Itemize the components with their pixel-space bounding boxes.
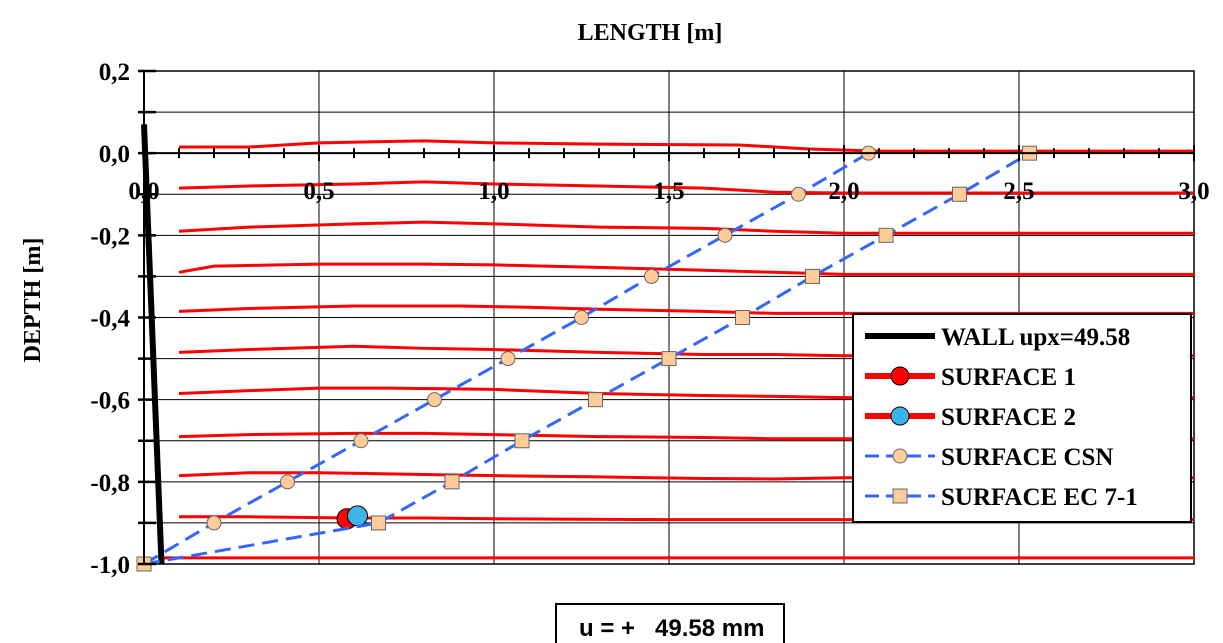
y-tick-label: -0,8 <box>90 470 130 497</box>
y-tick-label: -1,0 <box>90 552 130 579</box>
surface-layer-line <box>178 220 1194 235</box>
surface-layer-line <box>178 180 1194 195</box>
csn-marker <box>206 515 222 531</box>
wall-line <box>141 124 165 565</box>
surface-layer-line <box>178 304 1194 315</box>
y-tick-label: -0,4 <box>90 306 130 333</box>
surface-layer-line <box>178 344 1194 358</box>
ec7-marker <box>952 186 967 202</box>
x-tick-label: 2,5 <box>1003 178 1034 205</box>
ec7-marker <box>588 392 603 408</box>
y-tick-label: 0,0 <box>99 141 130 168</box>
x-tick-label: 1,5 <box>653 178 684 205</box>
ec7-marker <box>514 433 530 449</box>
displacement-readout: u = + 49.58 mm <box>555 603 785 643</box>
legend-label: SURFACE 1 <box>941 364 1076 391</box>
x-tick-label: 0,0 <box>128 178 159 205</box>
ec7-marker <box>661 351 677 367</box>
surface-layer-line <box>178 471 1194 481</box>
surface-point-marker <box>347 505 368 527</box>
legend-marker <box>890 366 910 386</box>
csn-marker <box>574 310 589 325</box>
csn-marker <box>791 186 806 202</box>
surface-layers <box>161 139 1194 560</box>
x-tick-label: 2,0 <box>828 178 859 205</box>
legend-marker <box>892 448 908 464</box>
csn-marker <box>353 433 369 449</box>
ec7-marker <box>444 474 460 490</box>
y-tick-label: 0,2 <box>99 59 130 86</box>
dashed-series-line <box>143 151 1031 566</box>
legend-label: WALL upx=49.58 <box>941 324 1130 351</box>
ec7-marker <box>878 227 894 243</box>
surface-layer-line <box>178 386 1194 400</box>
x-tick-label: 1,0 <box>478 178 509 205</box>
ec7-marker <box>805 268 820 284</box>
legend-label: SURFACE EC 7-1 <box>941 484 1138 511</box>
legend: WALL upx=49.58 SURFACE 1 SURFACE 2 SURFACE … <box>852 313 1192 523</box>
x-axis-title: LENGTH [m] <box>578 20 723 46</box>
legend-marker <box>892 488 908 504</box>
x-tick-label: 3,0 <box>1178 178 1209 205</box>
csn-marker <box>717 227 733 243</box>
y-axis-title: DEPTH [m] <box>20 238 46 363</box>
ticks: 0,0 0,5 1,0 1,5 2,0 2,5 3,0 0,2 0,0 -0,2 -0,4 -0,6 -… <box>90 59 1209 579</box>
surface-layer-line <box>179 515 1194 522</box>
y-tick-label: -0,2 <box>90 223 130 250</box>
x-tick-label: 0,5 <box>303 178 334 205</box>
legend-marker <box>890 406 910 426</box>
y-tick-label: -0,6 <box>90 388 130 415</box>
legend-label: SURFACE CSN <box>941 444 1113 471</box>
ec7-marker <box>735 310 750 325</box>
csn-marker <box>280 474 295 490</box>
csn-marker <box>427 392 442 408</box>
surface-layer-line <box>178 431 1194 441</box>
legend-label: SURFACE 2 <box>941 404 1076 431</box>
csn-marker <box>644 268 659 284</box>
ec7-marker <box>371 515 386 531</box>
csn-marker <box>500 351 516 367</box>
